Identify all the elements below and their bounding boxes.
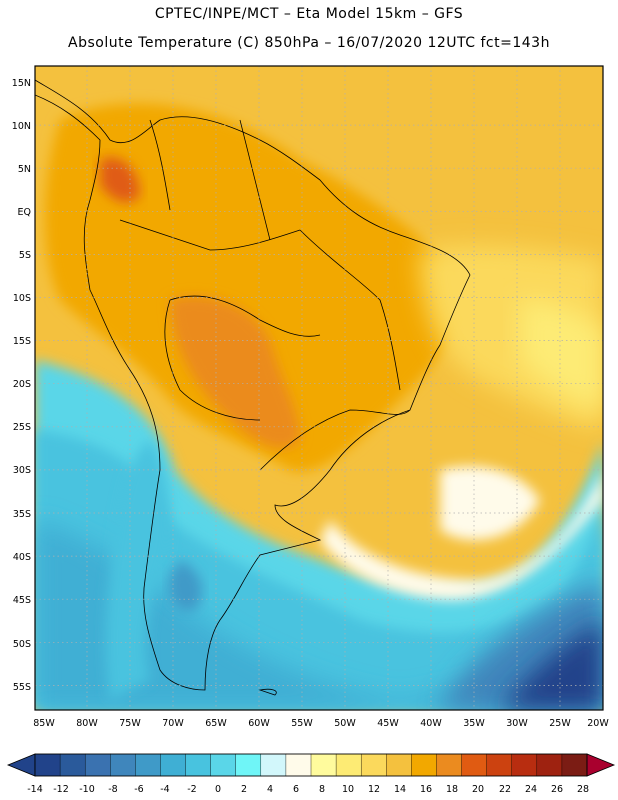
colorbar-cell bbox=[60, 754, 85, 776]
lon-tick-label: 80W bbox=[76, 718, 98, 729]
lon-tick-label: 35W bbox=[463, 718, 485, 729]
colorbar-tick-label: 28 bbox=[577, 784, 589, 795]
colorbar-tick-label: -10 bbox=[79, 784, 95, 795]
lon-tick-label: 85W bbox=[33, 718, 55, 729]
colorbar-tick-label: 18 bbox=[446, 784, 458, 795]
colorbar-tick-label: 0 bbox=[215, 784, 221, 795]
lat-tick-label: 20S bbox=[13, 379, 31, 390]
colorbar-cell bbox=[361, 754, 386, 776]
colorbar-tick-label: -8 bbox=[108, 784, 117, 795]
colorbar-cell bbox=[537, 754, 562, 776]
lon-tick-label: 55W bbox=[291, 718, 313, 729]
colorbar-tick-label: -4 bbox=[160, 784, 169, 795]
colorbar-cell bbox=[135, 754, 160, 776]
colorbar-cell bbox=[85, 754, 110, 776]
colorbar-tick-label: 16 bbox=[420, 784, 432, 795]
colorbar-cell bbox=[35, 754, 60, 776]
lon-tick-label: 25W bbox=[549, 718, 571, 729]
colorbar-cells bbox=[35, 754, 587, 776]
lon-tick-label: 20W bbox=[587, 718, 609, 729]
lat-tick-label: 55S bbox=[13, 682, 31, 693]
colorbar-cell bbox=[336, 754, 361, 776]
colorbar: -14 -12 -10 -8 -6 -4 -2 0 2 4 6 8 10 12 … bbox=[8, 754, 614, 795]
colorbar-cell bbox=[110, 754, 135, 776]
lon-tick-label: 75W bbox=[119, 718, 141, 729]
lon-tick-label: 50W bbox=[334, 718, 356, 729]
colorbar-cell bbox=[186, 754, 211, 776]
colorbar-low-arrow bbox=[8, 754, 35, 776]
lat-tick-label: 5S bbox=[19, 250, 31, 261]
lat-tick-label: 30S bbox=[13, 465, 31, 476]
lon-tick-label: 70W bbox=[162, 718, 184, 729]
lat-tick-label: 10N bbox=[12, 121, 31, 132]
lon-tick-label: 40W bbox=[420, 718, 442, 729]
colorbar-labels: -14 -12 -10 -8 -6 -4 -2 0 2 4 6 8 10 12 … bbox=[27, 784, 589, 795]
colorbar-cell bbox=[311, 754, 336, 776]
colorbar-cell bbox=[211, 754, 236, 776]
lat-tick-label: 25S bbox=[13, 422, 31, 433]
colorbar-tick-label: -6 bbox=[134, 784, 143, 795]
lon-tick-label: 65W bbox=[205, 718, 227, 729]
colorbar-cell bbox=[436, 754, 461, 776]
lat-tick-label: 15N bbox=[12, 78, 31, 89]
colorbar-cell bbox=[236, 754, 261, 776]
colorbar-cell bbox=[160, 754, 185, 776]
colorbar-tick-label: -12 bbox=[53, 784, 69, 795]
colorbar-tick-label: 10 bbox=[342, 784, 354, 795]
colorbar-tick-label: 12 bbox=[368, 784, 380, 795]
lat-tick-label: 5N bbox=[18, 164, 31, 175]
colorbar-tick-label: 20 bbox=[472, 784, 484, 795]
colorbar-tick-label: 2 bbox=[241, 784, 247, 795]
colorbar-tick-label: 24 bbox=[525, 784, 537, 795]
colorbar-cell bbox=[411, 754, 436, 776]
colorbar-tick-label: -2 bbox=[187, 784, 196, 795]
colorbar-tick-label: 6 bbox=[293, 784, 299, 795]
lat-tick-label: 15S bbox=[13, 336, 31, 347]
colorbar-tick-label: 8 bbox=[319, 784, 325, 795]
colorbar-cell bbox=[261, 754, 286, 776]
colorbar-cell bbox=[562, 754, 587, 776]
colorbar-high-arrow bbox=[587, 754, 614, 776]
temperature-field bbox=[35, 66, 603, 710]
colorbar-tick-label: 26 bbox=[551, 784, 563, 795]
colorbar-cell bbox=[487, 754, 512, 776]
latitude-axis: 15N 10N 5N EQ 5S 10S 15S 20S 25S 30S 35S… bbox=[12, 78, 31, 693]
colorbar-cell bbox=[512, 754, 537, 776]
lat-tick-label: 35S bbox=[13, 509, 31, 520]
colorbar-tick-label: -14 bbox=[27, 784, 43, 795]
lat-tick-label: 45S bbox=[13, 595, 31, 606]
longitude-axis: 85W 80W 75W 70W 65W 60W 55W 50W 45W 40W … bbox=[33, 718, 609, 729]
lon-tick-label: 30W bbox=[506, 718, 528, 729]
lat-tick-label: 10S bbox=[13, 293, 31, 304]
colorbar-cell bbox=[386, 754, 411, 776]
lon-tick-label: 45W bbox=[377, 718, 399, 729]
colorbar-cell bbox=[286, 754, 311, 776]
lat-tick-label: EQ bbox=[18, 207, 31, 218]
lat-tick-label: 40S bbox=[13, 552, 31, 563]
colorbar-tick-label: 14 bbox=[394, 784, 406, 795]
lon-tick-label: 60W bbox=[248, 718, 270, 729]
colorbar-cell bbox=[462, 754, 487, 776]
colorbar-tick-label: 22 bbox=[499, 784, 511, 795]
colorbar-tick-label: 4 bbox=[267, 784, 273, 795]
temperature-map: 15N 10N 5N EQ 5S 10S 15S 20S 25S 30S 35S… bbox=[0, 0, 618, 800]
lat-tick-label: 50S bbox=[13, 639, 31, 650]
